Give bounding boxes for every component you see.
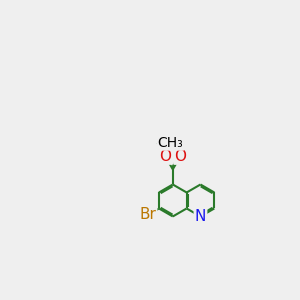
Text: Br: Br [139,207,156,222]
Text: O: O [159,149,171,164]
Text: CH₃: CH₃ [158,136,183,150]
Text: N: N [195,209,206,224]
Text: O: O [174,149,186,164]
